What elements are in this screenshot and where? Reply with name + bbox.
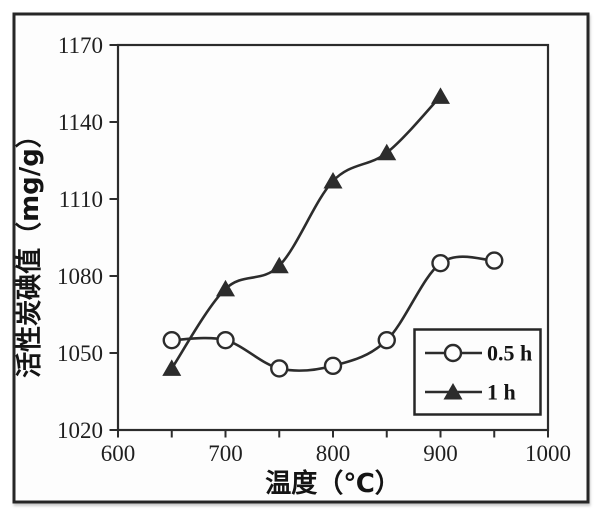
y-tick-label: 1110 [59, 187, 103, 212]
circle-marker [431, 253, 450, 273]
series-1-h [162, 87, 450, 376]
circle-marker [377, 330, 396, 350]
y-axis: 1020 1050 1080 1110 1140 1170 [57, 33, 118, 443]
circle-marker [162, 330, 181, 350]
y-tick-label: 1050 [57, 341, 103, 366]
y-tick-label: 1170 [58, 33, 103, 58]
triangle-marker [162, 359, 182, 376]
y-tick-label: 1020 [57, 418, 103, 443]
x-tick-label: 900 [423, 441, 458, 466]
legend-item: 1 h [425, 380, 516, 405]
legend-item-label: 0.5 h [487, 341, 532, 366]
triangle-marker [377, 143, 397, 161]
circle-marker [216, 330, 235, 350]
circle-marker [323, 356, 343, 376]
x-tick-label: 1000 [525, 441, 571, 466]
x-tick-label: 700 [208, 441, 243, 466]
y-tick-label: 1080 [57, 264, 103, 289]
y-tick-label: 1140 [58, 110, 103, 135]
legend-item: 0.5 h [425, 341, 532, 366]
x-axis-title: 温度（℃） [265, 468, 401, 499]
circle-marker [485, 251, 504, 270]
x-tick-label: 800 [316, 441, 351, 466]
legend-item-label: 1 h [487, 380, 516, 405]
y-axis-title: 活性炭碘值（mg/g） [15, 122, 45, 378]
legend-box [413, 328, 542, 416]
legend: 0.5 h 1 h [413, 328, 542, 416]
circle-marker [270, 359, 289, 378]
triangle-marker [431, 87, 450, 104]
x-tick-label: 600 [101, 441, 136, 466]
triangle-marker [269, 256, 289, 274]
series-0-5-h [162, 251, 504, 378]
triangle-marker [216, 279, 235, 297]
triangle-marker [323, 172, 343, 189]
legend-circle-icon [443, 343, 463, 363]
x-axis: 600 700 800 900 1000 [101, 430, 571, 466]
legend-triangle-icon [443, 383, 463, 400]
